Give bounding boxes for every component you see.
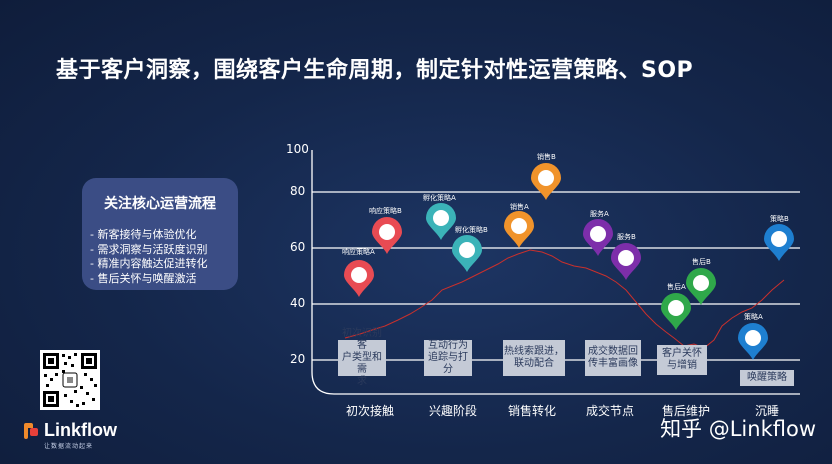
pin-label: 策略B — [770, 215, 789, 223]
pin-marker — [531, 163, 561, 200]
pin-label: 售后A — [667, 283, 686, 291]
pins — [344, 163, 794, 360]
y-tick: 20 — [290, 352, 306, 366]
pin-label: 孵化策略B — [455, 226, 488, 234]
y-tick: 40 — [290, 296, 306, 310]
pin-label: 销售A — [510, 203, 529, 211]
pin-label: 销售B — [537, 153, 556, 161]
pin-marker — [738, 323, 768, 360]
focus-item: 售后关怀与唤醒激活 — [90, 272, 207, 287]
pin-marker — [504, 211, 534, 248]
focus-panel: 关注核心运营流程 新客接待与体验优化 需求洞察与活跃度识别 精准内容触达促进转化… — [82, 178, 238, 290]
pin-marker — [452, 235, 482, 272]
pin-label: 响应策略A — [342, 248, 375, 256]
pin-marker — [686, 268, 716, 305]
y-tick: 100 — [286, 142, 309, 156]
trend-line — [344, 249, 785, 349]
y-tick: 60 — [290, 240, 306, 254]
pin-label: 策略A — [744, 313, 763, 321]
focus-list: 新客接待与体验优化 需求洞察与活跃度识别 精准内容触达促进转化 售后关怀与唤醒激… — [90, 228, 207, 286]
stage-box: 互动行为 追踪与打分 — [424, 340, 472, 376]
pin-label: 服务A — [590, 210, 609, 218]
pin-marker — [426, 203, 456, 240]
stage-box: 热线索跟进， 联动配合 — [503, 340, 565, 376]
page-title: 基于客户洞察，围绕客户生命周期，制定针对性运营策略、SOP — [56, 58, 694, 83]
stage-label: 成交节点 — [586, 404, 635, 418]
stage-label: 兴趣阶段 — [429, 404, 478, 418]
stage-label: 沉睡 — [755, 404, 780, 418]
pin-marker — [372, 217, 402, 254]
pin-label: 响应策略B — [369, 207, 402, 215]
pin-marker — [661, 293, 691, 330]
stage-box: 成交数据回 传丰富画像 — [585, 340, 641, 376]
stage-box: 唤醒策略 — [740, 370, 794, 386]
brand-tagline: 让数据流动起来 — [44, 443, 94, 450]
focus-item: 需求洞察与活跃度识别 — [90, 243, 207, 258]
pin-marker — [583, 219, 613, 256]
stage-box: 客户关怀 与增销 — [657, 345, 707, 375]
focus-item: 新客接待与体验优化 — [90, 228, 207, 243]
brand-name: Linkflow — [44, 420, 117, 440]
pin-marker — [611, 243, 641, 280]
y-tick: 80 — [290, 184, 306, 198]
pin-label: 孵化策略A — [423, 194, 456, 202]
pin-marker — [764, 224, 794, 261]
stage-box: 初次识别客 户类型和需求 — [338, 328, 386, 387]
focus-title: 关注核心运营流程 — [104, 196, 216, 212]
stage-label: 销售转化 — [508, 404, 557, 418]
focus-item: 精准内容触达促进转化 — [90, 257, 207, 272]
watermark: 知乎 @Linkflow — [660, 417, 816, 441]
pin-label: 售后B — [692, 258, 711, 266]
stage-label: 售后维护 — [662, 404, 711, 418]
stage-label: 初次接触 — [346, 404, 395, 418]
pin-marker — [344, 260, 374, 297]
pin-label: 服务B — [617, 233, 636, 241]
brand-logo-icon — [24, 423, 38, 439]
qr-code-icon — [40, 350, 100, 410]
